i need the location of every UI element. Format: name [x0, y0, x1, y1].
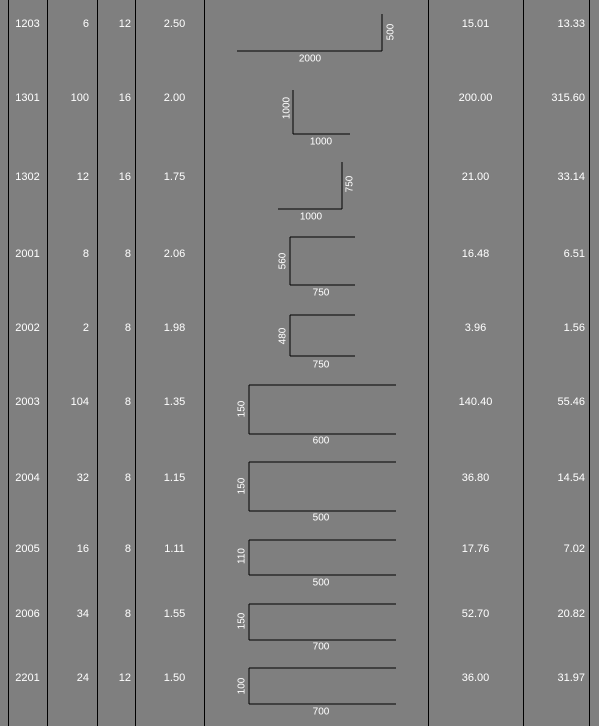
length-cell: 1.55: [163, 608, 186, 620]
weight-cell: 20.82: [557, 608, 585, 620]
shape-vertical-dimension: 560: [278, 252, 289, 269]
diameter-cell: 8: [124, 248, 131, 260]
column-divider: [523, 0, 524, 726]
weight-cell: 1.56: [563, 322, 585, 334]
mark-cell: 2003: [15, 396, 40, 408]
length-cell: 1.11: [164, 543, 185, 555]
total-length-cell: 21.00: [461, 171, 490, 183]
mark-cell: 1301: [15, 92, 40, 104]
length-cell: 1.98: [163, 322, 186, 334]
diameter-cell: 12: [118, 18, 131, 30]
column-divider: [135, 0, 136, 726]
weight-cell: 6.51: [563, 248, 585, 260]
total-length-cell: 200.00: [458, 92, 493, 104]
diameter-cell: 8: [124, 543, 131, 555]
quantity-cell: 2: [82, 322, 89, 334]
total-length-cell: 36.80: [461, 472, 490, 484]
quantity-cell: 8: [82, 248, 89, 260]
length-cell: 2.06: [163, 248, 186, 260]
weight-cell: 33.14: [557, 171, 585, 183]
diameter-cell: 16: [118, 171, 131, 183]
shape-vertical-dimension: 500: [386, 23, 397, 40]
shape-vertical-dimension: 750: [345, 175, 356, 192]
shape-horizontal-dimension: 750: [313, 360, 330, 371]
shape-horizontal-dimension: 500: [313, 513, 330, 524]
length-cell: 2.00: [163, 92, 186, 104]
diameter-cell: 8: [124, 322, 131, 334]
quantity-cell: 32: [76, 472, 89, 484]
length-cell: 1.50: [163, 672, 186, 684]
shape-horizontal-dimension: 750: [313, 288, 330, 299]
diameter-cell: 8: [124, 608, 131, 620]
shape-vertical-dimension: 150: [237, 400, 248, 417]
quantity-cell: 34: [76, 608, 89, 620]
mark-cell: 2001: [15, 248, 40, 260]
diameter-cell: 16: [118, 92, 131, 104]
shape-horizontal-dimension: 600: [313, 436, 330, 447]
quantity-cell: 100: [70, 92, 89, 104]
diameter-cell: 8: [124, 472, 131, 484]
quantity-cell: 104: [70, 396, 89, 408]
mark-cell: 1302: [15, 171, 40, 183]
mark-cell: 2002: [15, 322, 40, 334]
weight-cell: 315.60: [551, 92, 585, 104]
column-divider: [204, 0, 205, 726]
total-length-cell: 36.00: [461, 672, 490, 684]
column-divider: [47, 0, 48, 726]
shape-horizontal-dimension: 500: [313, 578, 330, 589]
total-length-cell: 52.70: [461, 608, 490, 620]
column-divider: [8, 0, 9, 726]
column-divider: [97, 0, 98, 726]
mark-cell: 2201: [15, 672, 40, 684]
total-length-cell: 15.01: [461, 18, 490, 30]
shape-vertical-dimension: 1000: [282, 96, 293, 119]
diameter-cell: 12: [118, 672, 131, 684]
shape-vertical-dimension: 150: [237, 477, 248, 494]
length-cell: 1.15: [163, 472, 186, 484]
total-length-cell: 16.48: [461, 248, 490, 260]
weight-cell: 55.46: [557, 396, 585, 408]
shape-vertical-dimension: 480: [278, 327, 289, 344]
length-cell: 1.75: [163, 171, 186, 183]
shape-horizontal-dimension: 700: [313, 707, 330, 718]
quantity-cell: 24: [76, 672, 89, 684]
total-length-cell: 17.76: [461, 543, 490, 555]
shape-vertical-dimension: 110: [237, 548, 248, 564]
shape-horizontal-dimension: 2000: [299, 54, 322, 65]
weight-cell: 14.54: [557, 472, 585, 484]
shape-vertical-dimension: 100: [237, 677, 248, 694]
column-divider: [428, 0, 429, 726]
shape-horizontal-dimension: 1000: [300, 212, 323, 223]
diameter-cell: 8: [124, 396, 131, 408]
weight-cell: 13.33: [557, 18, 585, 30]
mark-cell: 2006: [15, 608, 40, 620]
mark-cell: 1203: [15, 18, 40, 30]
shape-vertical-dimension: 150: [237, 612, 248, 629]
quantity-cell: 12: [76, 171, 89, 183]
total-length-cell: 140.40: [458, 396, 493, 408]
shape-horizontal-dimension: 1000: [310, 137, 333, 148]
length-cell: 2.50: [163, 18, 186, 30]
mark-cell: 2005: [15, 543, 40, 555]
shape-horizontal-dimension: 700: [313, 642, 330, 653]
weight-cell: 7.02: [563, 543, 585, 555]
length-cell: 1.35: [163, 396, 186, 408]
weight-cell: 31.97: [557, 672, 585, 684]
quantity-cell: 16: [76, 543, 89, 555]
mark-cell: 2004: [15, 472, 40, 484]
quantity-cell: 6: [82, 18, 89, 30]
total-length-cell: 3.96: [464, 322, 487, 334]
column-divider: [589, 0, 590, 726]
